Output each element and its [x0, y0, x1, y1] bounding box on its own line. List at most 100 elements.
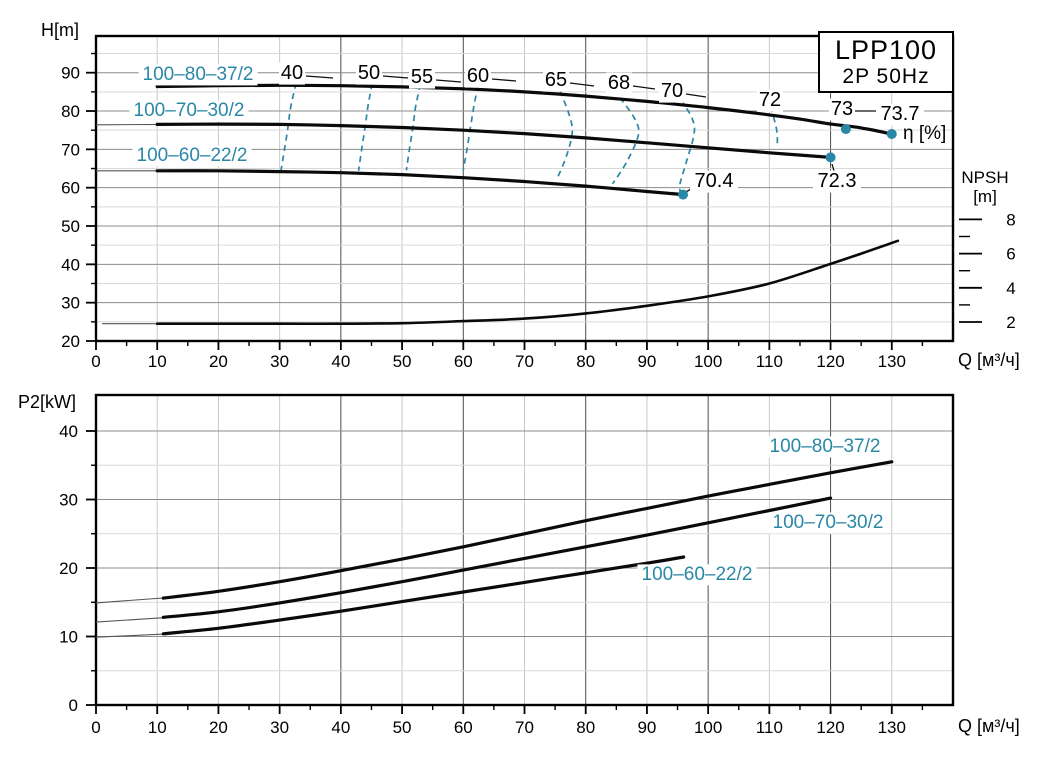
efficiency-leader-40 — [305, 75, 334, 79]
h-tick-label-20: 20 — [61, 332, 80, 351]
npsh-tick-label-4: 4 — [1006, 279, 1015, 298]
efficiency-label-72: 72 — [759, 89, 781, 111]
power-curve-100–80–37/2 — [161, 460, 894, 600]
x-tick-label-130: 130 — [878, 718, 906, 737]
power-series-label-1: 100–70–30/2 — [773, 512, 884, 533]
pump-model-box: LPP100 2P 50Hz — [818, 31, 954, 93]
power-series-label-2-bg — [637, 564, 757, 586]
x-tick-label-10: 10 — [148, 352, 167, 371]
efficiency-value-73.7: 73.7 — [881, 103, 920, 125]
efficiency-label-60-bg — [465, 65, 491, 88]
efficiency-leader-60 — [491, 78, 517, 82]
efficiency-label-55: 55 — [411, 66, 433, 88]
efficiency-label-70-bg — [659, 80, 685, 103]
efficiency-contour-60 — [462, 85, 479, 171]
npsh-curve — [155, 239, 900, 326]
x-tick-label-30: 30 — [270, 718, 289, 737]
x-tick-label-130: 130 — [878, 352, 906, 371]
head-series-label-1: 100–70–30/2 — [134, 100, 245, 121]
x-tick-label-80: 80 — [576, 352, 595, 371]
head-chart: 90 80 70 60 50 40 30 20 0 10 20 30 40 50 60 70 80 90 100 11… — [61, 34, 1016, 371]
efficiency-value-73.7-bg — [876, 103, 924, 126]
x-tick-label-60: 60 — [454, 352, 473, 371]
efficiency-value-73: 73 — [831, 98, 853, 120]
efficiency-dot-72.3 — [825, 152, 836, 163]
x-tick-label-40: 40 — [331, 352, 350, 371]
efficiency-contour-40 — [280, 82, 298, 172]
p-tick-label-10: 10 — [59, 628, 78, 647]
head-series-label-2: 100–60–22/2 — [137, 145, 248, 166]
power-lead-in-2 — [95, 633, 170, 638]
x-tick-label-30: 30 — [270, 352, 289, 371]
p-tick-label-20: 20 — [59, 559, 78, 578]
x-tick-label-90: 90 — [637, 352, 656, 371]
h-tick-label-30: 30 — [61, 294, 80, 313]
h-tick-label-90: 90 — [61, 64, 80, 83]
x-tick-label-40: 40 — [331, 718, 350, 737]
x-tick-label-100: 100 — [694, 718, 722, 737]
power-lead-in-1 — [95, 616, 170, 623]
efficiency-label-68: 68 — [608, 72, 630, 94]
h-tick-label-70: 70 — [61, 140, 80, 159]
pump-model-spec: 2P 50Hz — [842, 65, 930, 88]
head-curve-100–60–22/2 — [155, 169, 686, 197]
x-tick-label-60: 60 — [454, 718, 473, 737]
efficiency-label-50-bg — [356, 62, 382, 85]
efficiency-value-70.4: 70.4 — [695, 170, 734, 192]
efficiency-value-72.3: 72.3 — [818, 170, 857, 192]
npsh-tick-label-6: 6 — [1006, 245, 1015, 264]
power-series-label-0-bg — [765, 436, 885, 458]
x-tick-label-50: 50 — [393, 718, 412, 737]
efficiency-contour-68 — [611, 97, 640, 185]
x-tick-label-70: 70 — [515, 352, 534, 371]
efficiency-label-68-bg — [606, 72, 632, 95]
power-curve-100–70–30/2 — [161, 496, 833, 619]
efficiency-label-65: 65 — [545, 69, 567, 91]
p-tick-label-0: 0 — [69, 696, 78, 715]
efficiency-label-72-bg — [757, 89, 783, 112]
efficiency-label-40-bg — [279, 62, 305, 85]
head-axis-title: H[m] — [41, 20, 79, 40]
power-curve-100–60–22/2 — [161, 555, 686, 636]
p-tick-label-30: 30 — [59, 491, 78, 510]
h-tick-label-50: 50 — [61, 217, 80, 236]
efficiency-value-70.4-bg — [690, 170, 738, 193]
efficiency-label-55-bg — [409, 66, 435, 89]
efficiency-leader-68 — [632, 85, 656, 90]
efficiency-value-73-bg — [829, 98, 855, 121]
x-tick-label-110: 110 — [756, 352, 783, 371]
h-tick-label-60: 60 — [61, 179, 80, 198]
power-series-label-1-bg — [768, 512, 888, 534]
x-tick-label-120: 120 — [816, 718, 844, 737]
efficiency-value-72.3-bg — [813, 170, 861, 193]
x-tick-label-0: 0 — [91, 352, 100, 371]
x-tick-label-70: 70 — [515, 718, 534, 737]
efficiency-unit-label: η [%] — [903, 123, 947, 144]
npsh-axis-title: NPSH [m] — [952, 168, 1018, 206]
power-axis-title: P2[kW] — [18, 392, 77, 412]
efficiency-contour-65 — [556, 90, 574, 180]
p-tick-label-40: 40 — [59, 422, 78, 441]
x-tick-label-120: 120 — [816, 352, 844, 371]
head-series-label-0-bg — [138, 64, 258, 86]
x-tick-label-80: 80 — [576, 718, 595, 737]
h-tick-label-40: 40 — [61, 255, 80, 274]
head-curve-100–70–30/2 — [155, 122, 833, 159]
npsh-axis-title-line2: [m] — [973, 187, 997, 206]
efficiency-leader-55 — [435, 79, 462, 83]
efficiency-label-60: 60 — [467, 65, 489, 87]
npsh-tick-label-2: 2 — [1006, 313, 1015, 332]
power-lead-in-0 — [95, 596, 170, 604]
x-tick-label-90: 90 — [637, 718, 656, 737]
efficiency-label-50: 50 — [358, 62, 380, 84]
efficiency-leader-65 — [569, 82, 595, 87]
npsh-axis-title-line1: NPSH — [961, 168, 1009, 187]
efficiency-contour-55 — [405, 84, 422, 171]
marker-leader-72.3 — [831, 163, 835, 172]
efficiency-dot-70.4 — [678, 189, 689, 200]
power-series-label-0: 100–80–37/2 — [770, 436, 881, 457]
x-tick-label-100: 100 — [694, 352, 722, 371]
power-series-label-2: 100–60–22/2 — [642, 564, 753, 585]
